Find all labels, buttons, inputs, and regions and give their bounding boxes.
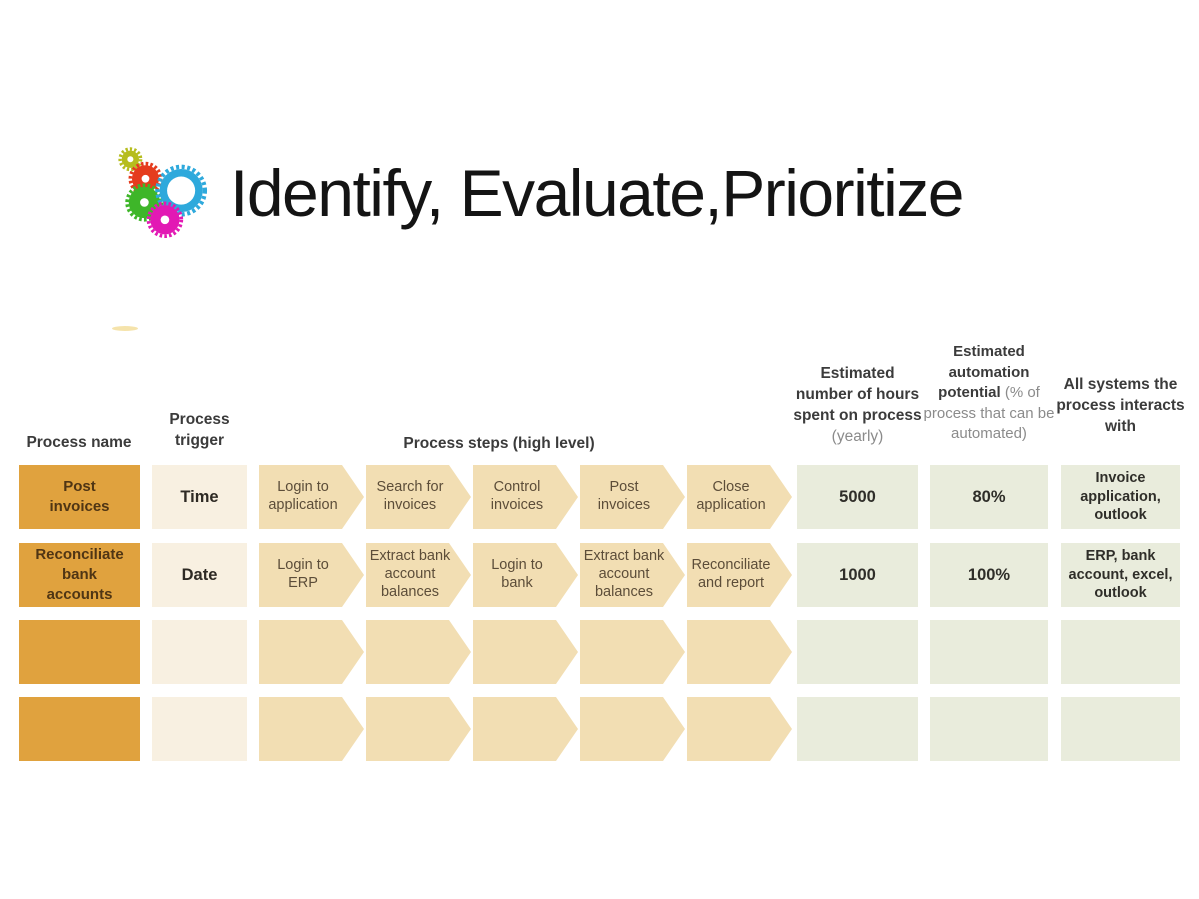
automation-potential-cell: 100% [930,543,1048,607]
gears-icon [118,147,208,239]
column-header-automation-potential: Estimated automation potential (% of pro… [920,342,1058,445]
estimated-hours-cell: 1000 [797,543,918,607]
column-header-process-name: Process name [26,434,132,451]
estimated-hours-note: (yearly) [831,428,884,445]
column-header-process-trigger: Process trigger [169,411,230,449]
process-step-arrow [259,697,364,761]
process-trigger-cell: Time [152,465,247,529]
process-step-arrow [687,697,792,761]
process-step-arrow [366,620,471,684]
table-row [0,620,1199,684]
automation-potential-label: Estimated automation potential [938,343,1030,401]
process-step-arrow [580,697,685,761]
estimated-hours-cell [797,620,918,684]
table-row [0,697,1199,761]
process-step-arrow: Login to ERP [259,543,364,607]
process-step-arrow: Post invoices [580,465,685,529]
automation-potential-cell: 80% [930,465,1048,529]
process-name-cell [19,620,140,684]
estimated-hours-cell: 5000 [797,465,918,529]
process-step-arrow [580,620,685,684]
systems-cell [1061,697,1180,761]
process-step-arrow: Login to bank [473,543,578,607]
systems-cell: ERP, bank account, excel, outlook [1061,543,1180,607]
process-step-arrow: Search for invoices [366,465,471,529]
column-header-estimated-hours: Estimated number of hours spent on proce… [790,363,925,447]
estimated-hours-cell [797,697,918,761]
process-step-arrow: Login to application [259,465,364,529]
table-row: Post invoices Time Login to application … [0,465,1199,529]
process-step-arrow [687,620,792,684]
process-step-arrow [473,697,578,761]
table-row: Reconciliate bank accounts Date Login to… [0,543,1199,607]
process-trigger-cell [152,697,247,761]
automation-potential-cell [930,697,1048,761]
estimated-hours-label: Estimated number of hours spent on proce… [793,365,922,424]
process-step-arrow: Close application [687,465,792,529]
column-header-process-steps: Process steps (high level) [403,435,595,452]
process-step-arrow: Control invoices [473,465,578,529]
decorative-dash [112,326,138,331]
process-step-arrow: Extract bank account balances [366,543,471,607]
process-name-cell [19,697,140,761]
automation-potential-note: (% of process that can be automated) [923,384,1055,442]
automation-potential-cell [930,620,1048,684]
process-step-arrow: Reconciliate and report [687,543,792,607]
process-step-arrow: Extract bank account balances [580,543,685,607]
process-step-arrow [366,697,471,761]
page-title: Identify, Evaluate,Prioritize [230,156,964,230]
process-trigger-cell: Date [152,543,247,607]
gear-blue-icon [155,164,208,217]
process-step-arrow [259,620,364,684]
process-name-cell: Post invoices [19,465,140,529]
systems-cell: Invoice application, outlook [1061,465,1180,529]
process-trigger-cell [152,620,247,684]
systems-cell [1061,620,1180,684]
process-name-cell: Reconciliate bank accounts [19,543,140,607]
process-step-arrow [473,620,578,684]
column-header-systems: All systems the process interacts with [1056,376,1185,435]
